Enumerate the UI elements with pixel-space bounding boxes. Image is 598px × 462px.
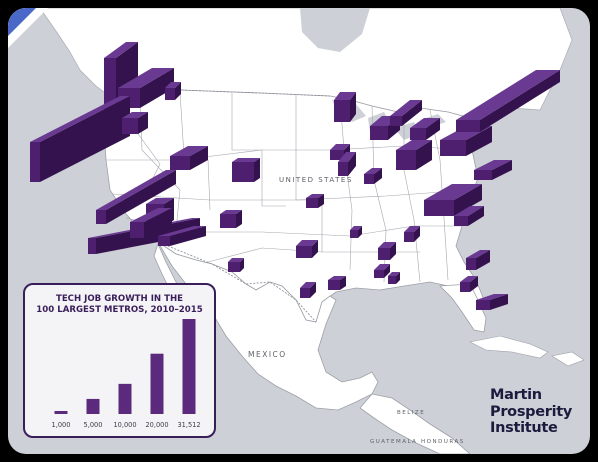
brand-line1: Martin <box>490 387 542 403</box>
legend-title: TECH JOB GROWTH IN THE 100 LARGEST METRO… <box>25 294 214 315</box>
label-united-states: UNITED STATES <box>279 176 353 184</box>
legend-title-line2: 100 LARGEST METROS, 2010–2015 <box>36 304 203 315</box>
metro-spike-11 <box>232 158 260 182</box>
metro-spike-15 <box>328 276 346 290</box>
metro-spike-37 <box>388 272 400 284</box>
legend-bar-4 <box>182 319 196 414</box>
metro-spike-13 <box>228 258 244 272</box>
metro-spike-14 <box>300 282 316 298</box>
brand-line2: Prosperity <box>490 403 573 420</box>
legend-bar-2 <box>118 383 132 414</box>
metro-spike-26 <box>364 168 382 184</box>
label-belize: BELIZE <box>397 410 426 416</box>
brand-logo: Martin Prosperity Institute <box>490 387 572 437</box>
metro-spike-4 <box>96 170 176 224</box>
metro-spike-29 <box>424 184 482 216</box>
legend-title-line1: TECH JOB GROWTH IN THE <box>55 294 184 304</box>
metro-spike-19 <box>338 152 356 176</box>
country-borders <box>111 89 331 323</box>
legend-tick-label-3: 20,000 <box>145 421 168 429</box>
metro-spike-21 <box>350 226 362 238</box>
metro-spike-8 <box>158 226 206 246</box>
cuba-land <box>469 335 549 359</box>
legend-bar-1 <box>86 398 100 414</box>
metro-spike-25 <box>410 118 440 140</box>
corner-flag <box>8 8 48 48</box>
legend-bar-3 <box>150 353 164 414</box>
label-guatemala: GUATEMALA <box>370 439 418 445</box>
metro-spike-27 <box>378 242 396 260</box>
label-mexico: MEXICO <box>248 350 287 359</box>
metro-spike-12 <box>220 210 242 228</box>
label-honduras: HONDURAS <box>421 439 465 445</box>
legend-tick-label-2: 10,000 <box>113 421 136 429</box>
mexico-land <box>157 241 379 411</box>
metro-spike-7 <box>130 208 172 238</box>
metro-spike-38 <box>454 206 484 226</box>
metro-spike-23 <box>390 100 422 126</box>
metro-spike-9 <box>122 112 148 134</box>
metro-spike-20 <box>334 92 356 122</box>
metro-spike-3 <box>30 96 130 182</box>
metro-spike-34 <box>460 276 478 292</box>
metro-spike-2 <box>165 82 181 100</box>
metro-spike-24 <box>396 140 432 170</box>
metro-spike-28 <box>404 226 420 242</box>
hudson-bay <box>300 8 370 52</box>
metro-spike-36 <box>374 264 390 278</box>
metro-spike-10 <box>170 146 208 170</box>
hispaniola-land <box>551 351 585 367</box>
brand-line3: Institute <box>490 420 558 436</box>
legend-tick-label-4: 31,512 <box>177 421 200 429</box>
central-america-land <box>359 393 471 454</box>
metro-spike-16 <box>296 240 318 258</box>
legend-bar-0 <box>54 410 68 414</box>
legend-tick-label-1: 5,000 <box>84 421 103 429</box>
legend-panel: TECH JOB GROWTH IN THE 100 LARGEST METRO… <box>23 283 216 438</box>
metro-spike-32 <box>474 160 512 180</box>
legend-bar-chart: 1,000 5,000 10,000 20,000 31,512 <box>52 319 201 429</box>
metro-spike-35 <box>476 294 508 310</box>
legend-tick-label-0: 1,000 <box>52 421 71 429</box>
metro-spikes <box>30 42 560 310</box>
metro-spike-31 <box>456 70 560 132</box>
metro-spike-33 <box>466 250 490 270</box>
metro-spike-18 <box>306 194 324 208</box>
